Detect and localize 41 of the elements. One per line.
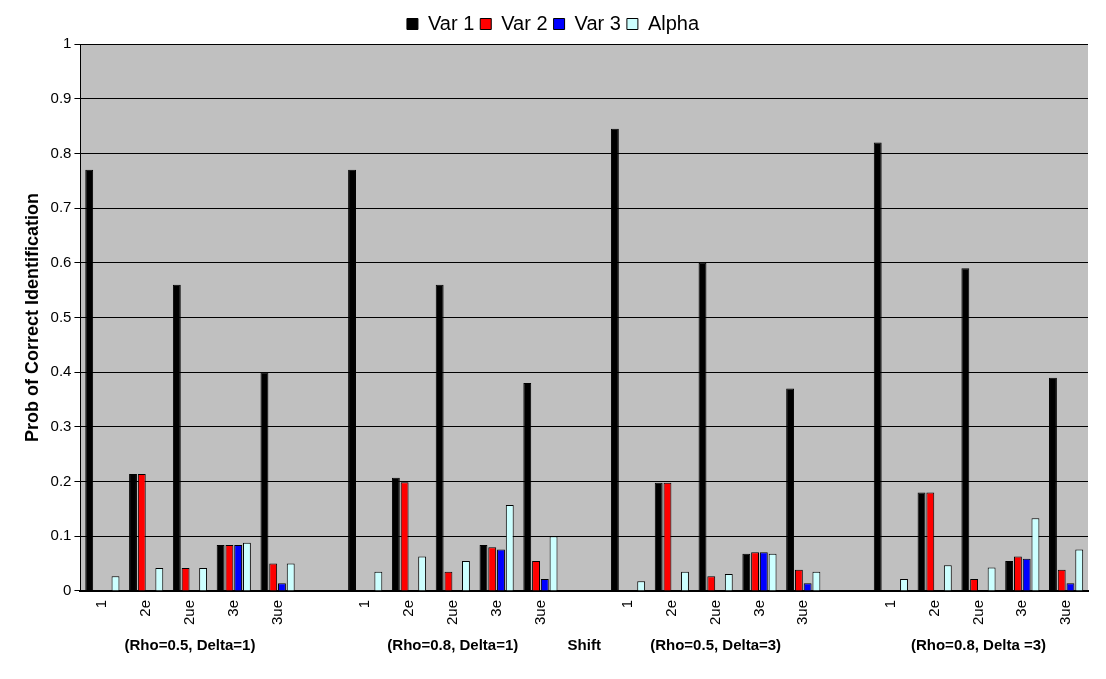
y-tick-label: 0.3	[50, 417, 72, 435]
x-tick-label: 3ue	[1056, 599, 1074, 625]
y-tick-label: 0.5	[50, 307, 72, 325]
x-tick-label: 1	[92, 599, 110, 609]
legend-label: Var 3	[574, 11, 621, 34]
x-tick-label: 2ue	[705, 599, 723, 625]
x-tick-label: 2e	[399, 599, 417, 617]
text: (Rho=0.5, Delta=3)	[650, 636, 782, 654]
x-tick-label: 3e	[1012, 599, 1030, 617]
legend-label: Var 2	[501, 11, 548, 34]
legend-label: Var 1	[427, 11, 475, 34]
x-tick-label: 2e	[136, 599, 154, 617]
x-tick-label: 2ue	[968, 599, 986, 625]
x-tick-label: 3e	[486, 599, 504, 617]
y-tick-label: 0.2	[50, 471, 72, 489]
text: (Rho=0.8, Delta =3)	[910, 636, 1047, 654]
x-tick-label: 3ue	[793, 599, 811, 625]
x-tick-label: 3ue	[267, 599, 285, 625]
y-tick-label: 0.6	[50, 252, 72, 270]
x-tick-label: 2ue	[442, 599, 460, 625]
legend-label: Alpha	[647, 11, 700, 34]
text: (Rho=0.8, Delta=1)	[387, 636, 519, 654]
y-axis-title: Prob of Correct Identification	[21, 192, 42, 442]
y-tick-label: 0.1	[50, 526, 72, 544]
x-axis-title: Shift	[567, 636, 601, 654]
text: (Rho=0.5, Delta=1)	[124, 636, 256, 654]
y-tick-label: 0	[63, 581, 72, 599]
y-tick-label: 0.7	[50, 198, 72, 216]
y-tick-label: 0.9	[50, 88, 72, 106]
x-tick-label: 1	[881, 599, 899, 609]
x-tick-label: 3ue	[530, 599, 548, 625]
x-tick-label: 2e	[661, 599, 679, 617]
x-tick-label: 3e	[749, 599, 767, 617]
y-tick-label: 0.8	[50, 143, 72, 161]
y-tick-label: 1	[63, 34, 72, 52]
x-tick-label: 1	[355, 599, 373, 609]
x-tick-label: 2e	[924, 599, 942, 617]
x-tick-label: 2ue	[180, 599, 198, 625]
x-tick-label: 3e	[223, 599, 241, 617]
y-tick-label: 0.4	[50, 362, 72, 380]
x-tick-label: 1	[618, 599, 636, 609]
